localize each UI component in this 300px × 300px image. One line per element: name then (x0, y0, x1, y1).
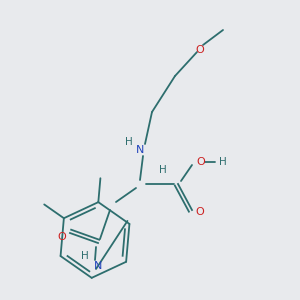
Text: H: H (125, 137, 133, 147)
Text: N: N (136, 145, 144, 155)
Text: H: H (159, 165, 167, 175)
Text: N: N (94, 261, 102, 271)
Text: H: H (219, 157, 227, 167)
Text: H: H (81, 251, 89, 261)
Text: O: O (196, 207, 204, 217)
Text: O: O (58, 232, 66, 242)
Text: O: O (196, 45, 204, 55)
Text: O: O (196, 157, 206, 167)
